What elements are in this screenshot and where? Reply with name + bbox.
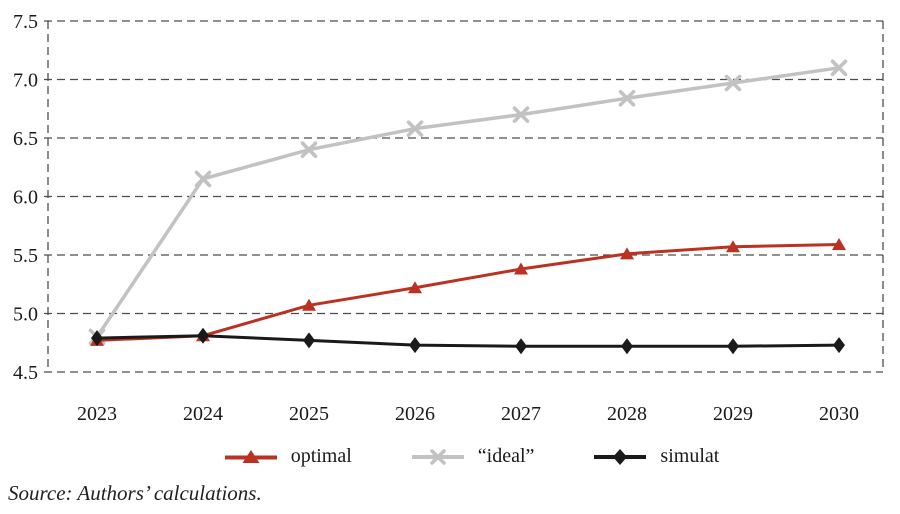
ideal-line (95, 66, 840, 338)
legend-label-simulat: simulat (660, 445, 720, 467)
optimal-marker (726, 240, 740, 253)
legend-label-optimal: optimal (290, 445, 352, 467)
x-tick-label: 2027 (501, 403, 541, 425)
x-tick-label: 2025 (289, 403, 329, 425)
ideal-marker (830, 59, 848, 77)
chart-plot-area: 4.5 5.0 5.5 6.0 6.5 7.0 7.5 2023 2024 2025 2026 202… (13, 11, 884, 425)
x-tick-label: 2029 (713, 403, 753, 425)
ideal-marker (194, 170, 212, 188)
ideal-marker (300, 141, 318, 158)
simulat-marker (197, 327, 209, 344)
legend-item-simulat: simulat (592, 445, 719, 468)
simulat-marker (727, 338, 739, 355)
simulat-marker (833, 337, 845, 354)
simulat-marker (409, 337, 421, 354)
simulat-marker (621, 338, 633, 355)
y-tick-label: 7.5 (13, 11, 38, 33)
simulat-line (96, 334, 840, 348)
x-tick-label: 2024 (183, 403, 223, 425)
legend-item-optimal: optimal (223, 445, 352, 468)
x-tick-label: 2028 (607, 403, 647, 425)
ideal-marker (618, 89, 636, 107)
ideal-line-x-icon (411, 448, 464, 465)
chart-legend: optimal “ideal” simulat (0, 445, 900, 468)
y-tick-label: 5.0 (13, 304, 38, 326)
optimal-line-triangle-icon (224, 449, 277, 463)
optimal-marker (514, 262, 528, 275)
x-tick-label: 2023 (77, 403, 117, 425)
ideal-marker (724, 74, 742, 92)
simulat-line-diamond-icon (594, 448, 647, 465)
optimal-marker (620, 247, 634, 260)
simulat-marker (91, 330, 103, 347)
ideal-marker (406, 120, 424, 137)
legend-item-ideal: “ideal” (410, 445, 535, 468)
source-note: Source: Authors’ calculations. (8, 481, 262, 505)
x-tick-label: 2026 (395, 403, 435, 425)
x-tick-label: 2030 (819, 403, 859, 425)
legend-label-ideal: “ideal” (477, 445, 535, 467)
y-tick-label: 6.0 (13, 187, 38, 209)
optimal-marker (302, 298, 316, 311)
y-tick-label: 5.5 (13, 245, 38, 267)
simulat-marker (515, 338, 527, 355)
y-tick-label: 6.5 (13, 128, 38, 150)
optimal-line (96, 242, 840, 342)
optimal-marker (408, 281, 422, 294)
simulat-marker (303, 332, 315, 349)
ideal-marker (512, 106, 530, 123)
y-tick-label: 4.5 (13, 362, 38, 384)
y-tick-label: 7.0 (13, 70, 38, 92)
optimal-marker (832, 237, 846, 250)
